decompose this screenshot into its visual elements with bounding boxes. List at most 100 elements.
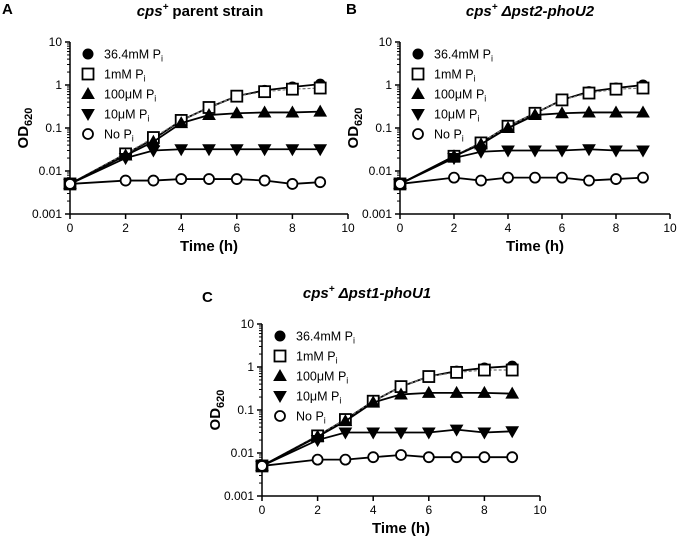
data-point: [229, 106, 244, 119]
data-point: [338, 414, 353, 427]
series-line: [69, 87, 321, 185]
legend: 36.4mM Pi 1mM Pi 100μM Pi 10μM Pi No Pi: [411, 48, 493, 144]
y-tick-label: 0.001: [224, 489, 254, 503]
y-tick-label: 10: [241, 317, 255, 331]
x-tick-label: 4: [178, 221, 185, 235]
series-line: [69, 110, 321, 185]
series-line: [261, 428, 513, 467]
data-point: [505, 363, 519, 377]
legend-label: 1mM Pi: [434, 68, 476, 84]
series-1: [393, 81, 650, 191]
data-point: [528, 108, 542, 121]
x-tick-label: 6: [559, 221, 566, 235]
data-point: [501, 145, 515, 158]
legend-label: 100μM Pi: [104, 88, 156, 104]
x-tick-label: 2: [314, 503, 321, 517]
legend-label: No Pi: [104, 128, 134, 144]
y-tick-label: 10: [379, 35, 393, 49]
data-point: [118, 153, 133, 166]
legend-marker: [411, 109, 425, 122]
y-tick-label: 0.001: [32, 207, 62, 221]
data-point: [447, 153, 461, 166]
data-point: [609, 82, 623, 96]
x-axis-title: Time (h): [506, 238, 564, 255]
x-axis-title: Time (h): [372, 520, 430, 537]
legend-marker: [274, 410, 286, 422]
data-point: [556, 171, 568, 184]
y-tick-label: 1: [55, 78, 62, 92]
data-point: [609, 105, 623, 118]
data-point: [449, 385, 464, 398]
series-4: [394, 171, 649, 190]
series-line: [261, 454, 513, 467]
x-tick-label: 4: [370, 503, 377, 517]
y-tick-label: 0.01: [39, 164, 63, 178]
data-point: [502, 171, 514, 184]
data-point: [257, 144, 272, 157]
legend-label: 1mM Pi: [296, 350, 338, 366]
data-point: [230, 173, 243, 185]
data-point: [311, 453, 324, 466]
data-point: [610, 173, 622, 185]
data-point: [202, 144, 216, 157]
series-4: [64, 173, 327, 190]
data-point: [367, 451, 380, 464]
y-tick-label: 0.1: [375, 121, 392, 135]
series-line: [399, 111, 643, 185]
legend-label: 10μM Pi: [104, 108, 149, 124]
y-tick-label: 0.1: [237, 403, 254, 417]
series-4: [256, 449, 519, 472]
x-axis-title: Time (h): [180, 238, 238, 255]
data-point: [202, 108, 216, 121]
legend-label: 1mM Pi: [104, 68, 146, 84]
data-point: [505, 426, 520, 439]
x-tick-label: 4: [505, 221, 512, 235]
panel-letter: B: [346, 1, 357, 18]
data-point: [582, 105, 596, 118]
legend-label: 36.4mM Pi: [104, 48, 163, 64]
legend-label: No Pi: [296, 410, 326, 426]
data-point: [395, 449, 407, 461]
series-line: [69, 178, 321, 185]
legend-marker: [81, 109, 95, 122]
data-point: [583, 174, 595, 187]
data-point: [477, 427, 492, 440]
panel-title: cps+ Δpst2-phoU2: [466, 2, 595, 20]
legend-marker: [412, 128, 424, 140]
legend-label: 100μM Pi: [434, 88, 486, 104]
chart-b: 0.001 0.01 0.1 1 10 0 2 4 6 8 10 Time (h) OD620 36.4m…: [345, 35, 677, 255]
legend-label: 36.4mM Pi: [296, 330, 355, 346]
panel-c: C cps+ Δpst1-phoU1 0.001 0.01 0.1 1 10 0 2 4 6 8 10…: [202, 284, 547, 537]
legend-marker: [411, 67, 425, 81]
data-point: [285, 105, 300, 118]
legend-marker: [82, 128, 94, 140]
data-point: [582, 144, 596, 157]
data-point: [310, 435, 325, 448]
chart-c: 0.001 0.01 0.1 1 10 0 2 4 6 8 10 Time (h) OD620 36.4m…: [207, 317, 547, 537]
legend-marker: [274, 330, 286, 342]
data-point: [175, 173, 188, 185]
data-point: [582, 86, 596, 100]
legend: 36.4mM Pi 1mM Pi 100μM Pi 10μM Pi No Pi: [273, 330, 355, 426]
y-tick-label: 0.01: [231, 446, 255, 460]
data-point: [147, 174, 160, 187]
data-point: [366, 395, 381, 408]
data-point: [286, 178, 299, 190]
panel-letter: C: [202, 289, 213, 306]
legend: 36.4mM Pi 1mM Pi 100μM Pi 10μM Pi No Pi: [81, 48, 163, 144]
data-point: [421, 385, 436, 398]
data-point: [257, 105, 272, 118]
data-point: [258, 85, 272, 99]
y-tick-label: 0.001: [362, 207, 392, 221]
data-point: [505, 386, 520, 399]
data-point: [394, 178, 406, 190]
legend-marker: [273, 349, 287, 363]
series-line: [399, 176, 644, 185]
data-point: [285, 144, 300, 157]
x-tick-label: 10: [341, 221, 355, 235]
x-tick-label: 8: [481, 503, 488, 517]
y-axis-title: OD620: [15, 108, 35, 149]
series-line: [261, 391, 513, 467]
data-point: [529, 171, 541, 184]
x-tick-label: 8: [289, 221, 296, 235]
